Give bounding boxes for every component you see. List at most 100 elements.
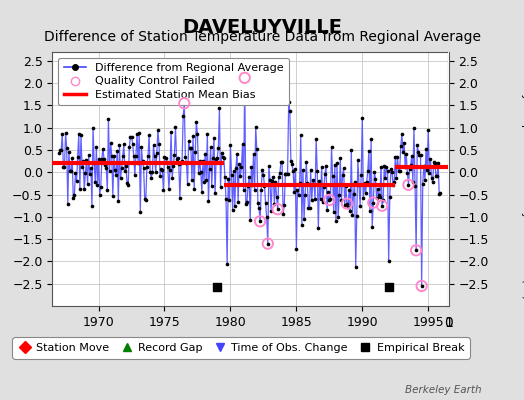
Point [143,164,151,170]
Point [367,136,375,142]
Point [413,142,421,148]
Point [281,170,290,177]
Point [424,127,432,133]
Point [225,197,234,203]
Point [86,165,95,171]
Point [162,159,171,166]
Point [276,170,284,176]
Point [77,132,85,138]
Point [147,174,156,181]
Point [410,125,418,131]
Point [214,145,223,151]
Point [328,144,336,150]
Point [245,174,253,181]
Point [266,177,274,184]
Point [274,206,282,212]
Text: DAVELUYVILLE: DAVELUYVILLE [182,18,342,37]
Point [365,148,373,154]
Point [185,145,194,152]
Point [112,172,121,178]
Point [145,132,154,138]
Text: Berkeley Earth: Berkeley Earth [406,385,482,395]
Point [108,192,117,199]
Point [253,146,261,152]
Point [224,175,233,182]
Point [116,175,125,182]
Point [331,162,339,168]
Point [313,168,321,174]
Point [280,202,289,208]
Point [373,195,381,201]
Point [255,204,263,211]
Point [111,166,119,173]
Point [237,164,246,170]
Point [135,130,144,136]
Point [418,283,426,289]
Point [301,192,309,198]
Point [414,149,422,155]
Point [396,168,404,174]
Point [270,200,279,207]
Point [343,200,351,207]
Point [250,187,259,194]
Point [318,163,326,170]
Point [404,182,412,188]
Legend: Difference from Regional Average, Quality Control Failed, Estimated Station Mean: Difference from Regional Average, Qualit… [58,58,289,105]
Point [260,183,269,190]
Point [247,164,256,170]
Point [59,164,68,170]
Point [183,181,192,188]
Point [399,148,407,155]
Point [323,207,331,214]
Point [337,197,346,203]
Point [204,198,213,204]
Point [73,154,82,160]
Point [101,162,110,168]
Point [68,155,77,161]
Point [69,195,78,202]
Point [403,170,411,176]
Point [343,200,351,207]
Point [319,198,327,205]
Point [246,217,254,224]
Point [394,154,402,160]
Point [234,199,242,206]
Point [278,159,286,166]
Point [261,200,270,206]
Point [241,75,249,81]
Point [228,207,237,214]
Point [124,182,133,188]
Point [78,164,86,170]
Text: Monthly Temperature Anomaly Difference (°C): Monthly Temperature Anomaly Difference (… [521,58,524,300]
Point [257,186,265,193]
Point [95,191,104,198]
Point [163,164,172,170]
Point [119,141,128,148]
Point [152,150,161,156]
Point [82,157,91,164]
Point [391,154,399,161]
Point [74,131,83,138]
Point [144,153,152,159]
Point [309,177,317,183]
Point [209,155,217,162]
Point [341,202,349,208]
Point [56,147,64,153]
Point [205,165,214,172]
Point [378,202,386,209]
Point [292,246,301,252]
Point [355,181,363,188]
Point [392,175,400,181]
Point [157,166,166,172]
Point [66,168,74,174]
Point [383,164,391,171]
Point [353,212,361,219]
Point [389,182,397,188]
Point [126,134,135,140]
Point [285,99,293,106]
Point [84,152,93,159]
Point [90,160,99,166]
Point [158,167,167,173]
Point [352,264,360,270]
Point [80,186,89,192]
